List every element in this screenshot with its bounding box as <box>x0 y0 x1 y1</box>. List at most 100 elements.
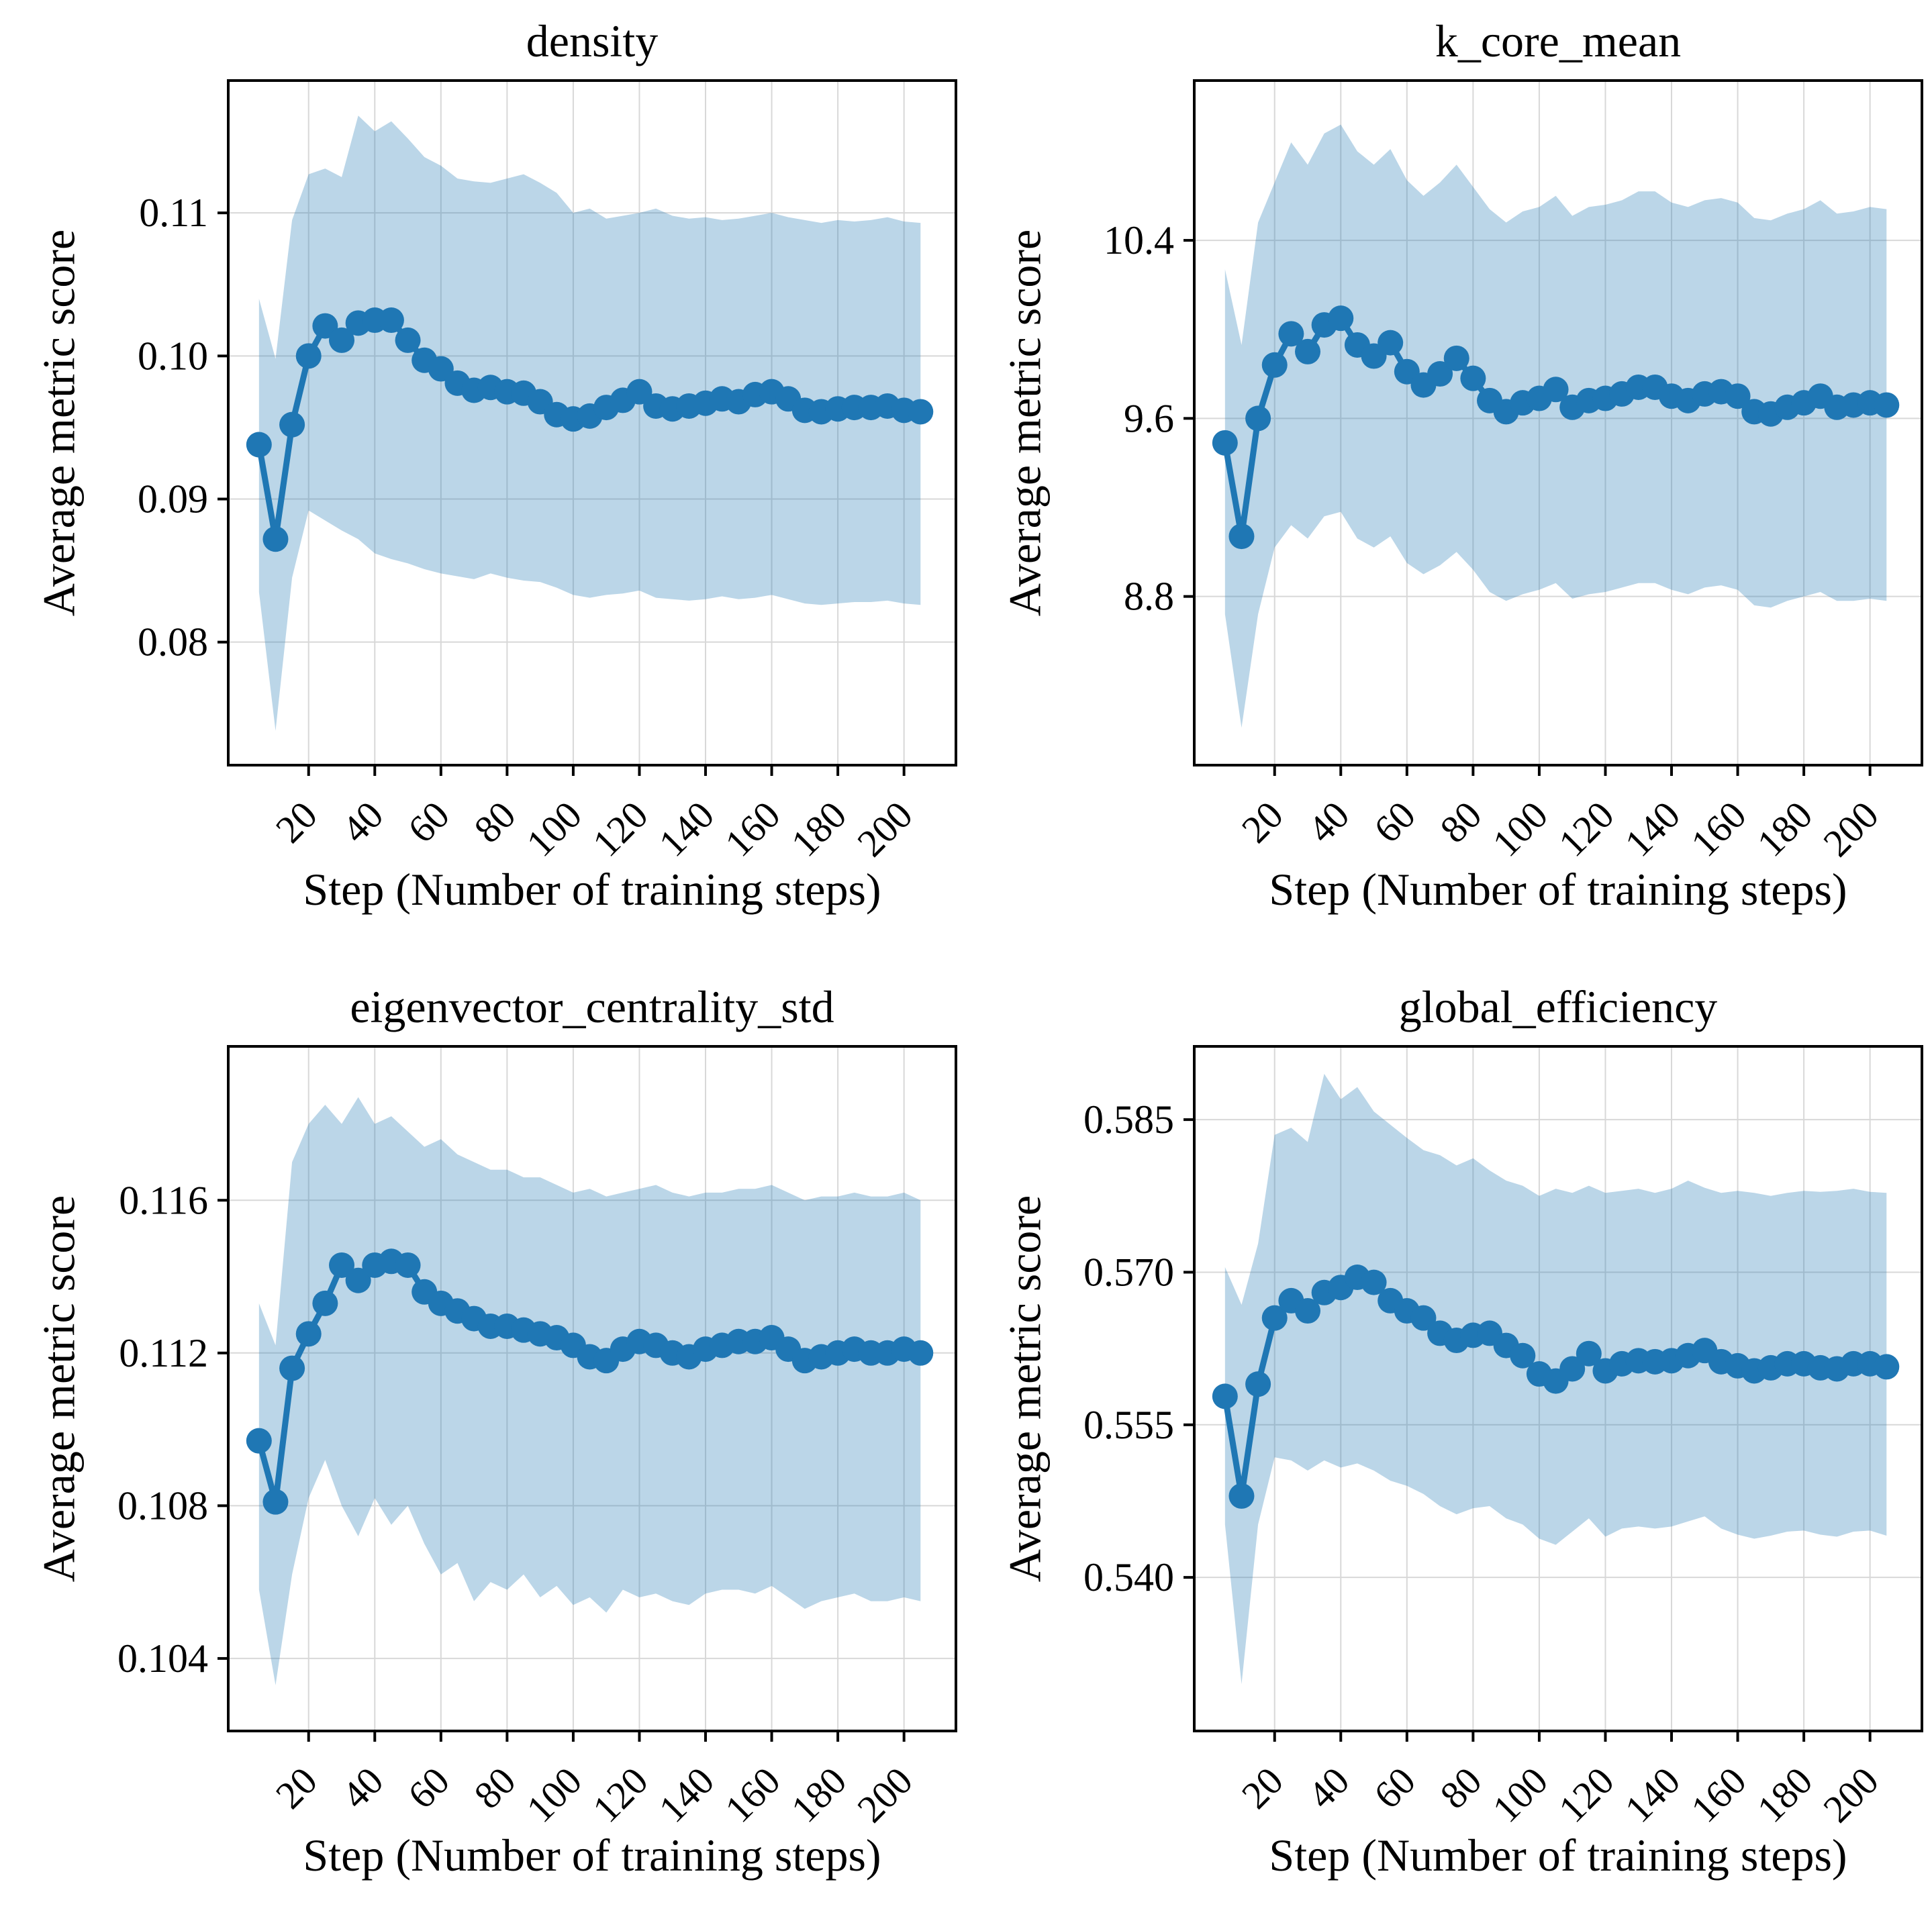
data-point <box>1510 1342 1536 1369</box>
data-point <box>378 307 404 334</box>
x-axis-label: Step (Number of training steps) <box>303 864 881 915</box>
data-point <box>1427 361 1453 387</box>
axes-spine <box>227 1045 957 1732</box>
data-point <box>395 1252 421 1278</box>
x-tick-label: 40 <box>333 1759 391 1817</box>
axes-spine <box>1193 79 1923 766</box>
x-tick-label: 180 <box>783 1759 855 1830</box>
data-point <box>262 1489 289 1515</box>
x-tick-label: 40 <box>1299 793 1357 851</box>
data-point <box>1410 1305 1437 1331</box>
y-axis-label: Average metric score <box>33 1195 85 1583</box>
data-point <box>1443 345 1469 371</box>
x-tick-label: 180 <box>1749 1759 1821 1830</box>
y-tick-label: 0.108 <box>117 1483 208 1528</box>
x-tick-label: 100 <box>1484 793 1556 864</box>
chart-panel-k-core-mean: 20 40 60 80 100 120 140 160 180 200 8.8 9.6 10.4 k_c… <box>966 0 1932 966</box>
data-point <box>1212 1383 1238 1409</box>
data-point <box>1874 1354 1900 1380</box>
y-tick-label: 8.8 <box>1124 575 1174 619</box>
x-tick-label: 20 <box>267 793 326 851</box>
data-point <box>1874 392 1900 418</box>
data-point <box>1725 383 1751 409</box>
data-point <box>1361 1269 1387 1295</box>
x-tick-label: 120 <box>1550 793 1622 864</box>
data-point <box>626 379 653 405</box>
x-tick-label: 200 <box>1815 1759 1886 1830</box>
data-point <box>1228 524 1255 550</box>
data-point <box>428 356 454 382</box>
x-tick-label: 80 <box>466 793 524 851</box>
data-point <box>395 327 421 353</box>
data-point <box>1245 405 1271 432</box>
x-tick-label: 40 <box>1299 1759 1357 1817</box>
data-point <box>279 1355 305 1381</box>
data-point <box>329 327 355 353</box>
x-tick-label: 20 <box>1233 1759 1292 1817</box>
x-tick-label: 160 <box>716 793 788 864</box>
data-point <box>246 432 272 458</box>
y-tick-label: 0.555 <box>1083 1403 1174 1447</box>
chart-title: k_core_mean <box>1435 15 1682 66</box>
data-point <box>279 411 305 438</box>
data-point <box>1278 321 1304 347</box>
y-tick-label: 0.10 <box>138 334 208 378</box>
data-point <box>312 1290 338 1316</box>
x-tick-label: 200 <box>1815 793 1886 864</box>
axes-spine <box>1193 1045 1923 1732</box>
data-point <box>908 1340 934 1366</box>
y-tick-label: 0.540 <box>1083 1555 1174 1599</box>
chart-panel-density: 20 40 60 80 100 120 140 160 180 200 0.08 0.09 0.10 0.… <box>0 0 966 966</box>
x-tick-label: 160 <box>1682 1759 1754 1830</box>
x-axis-label: Step (Number of training steps) <box>303 1830 881 1881</box>
data-point <box>1228 1483 1255 1509</box>
data-point <box>1378 330 1404 356</box>
chart-panel-eigenvector-centrality-std: 20 40 60 80 100 120 140 160 180 200 0.104 0.108 0.11… <box>0 966 966 1931</box>
y-tick-label: 0.11 <box>139 191 208 235</box>
uncertainty-band <box>258 1097 921 1685</box>
y-axis-label: Average metric score <box>33 229 85 617</box>
data-point <box>295 1321 322 1347</box>
chart-panel-global-efficiency: 20 40 60 80 100 120 140 160 180 200 0.540 0.555 0.57… <box>966 966 1932 1931</box>
x-tick-label: 160 <box>1682 793 1754 864</box>
data-point <box>1295 1298 1321 1324</box>
x-tick-label: 200 <box>849 1759 920 1830</box>
x-tick-label: 100 <box>1484 1759 1556 1830</box>
data-point <box>262 526 289 552</box>
x-tick-label: 120 <box>1550 1759 1622 1830</box>
chart-title: density <box>526 15 659 66</box>
y-tick-label: 0.585 <box>1083 1097 1174 1142</box>
x-tick-label: 160 <box>716 1759 788 1830</box>
chart-title: eigenvector_centrality_std <box>350 981 834 1032</box>
x-tick-label: 100 <box>518 793 590 864</box>
y-tick-label: 9.6 <box>1124 396 1174 440</box>
data-point <box>312 313 338 339</box>
axes-spine <box>227 79 957 766</box>
x-tick-label: 200 <box>849 793 920 864</box>
data-point <box>1543 377 1569 403</box>
data-point <box>1559 1356 1586 1382</box>
x-tick-label: 80 <box>466 1759 524 1817</box>
y-tick-label: 0.104 <box>117 1636 208 1681</box>
x-tick-label: 80 <box>1432 793 1490 851</box>
data-point <box>908 399 934 425</box>
x-tick-label: 180 <box>1749 793 1821 864</box>
x-axis-label: Step (Number of training steps) <box>1269 864 1847 915</box>
x-tick-label: 60 <box>399 1759 458 1817</box>
x-tick-label: 100 <box>518 1759 590 1830</box>
y-tick-label: 0.112 <box>119 1331 208 1375</box>
y-tick-label: 0.09 <box>138 477 208 522</box>
x-tick-label: 60 <box>1365 793 1424 851</box>
x-tick-label: 80 <box>1432 1759 1490 1817</box>
data-point <box>1212 430 1238 456</box>
chart-title: global_efficiency <box>1398 981 1718 1032</box>
x-tick-label: 180 <box>783 793 855 864</box>
x-tick-label: 120 <box>584 1759 656 1830</box>
data-point <box>329 1252 355 1278</box>
x-tick-label: 60 <box>1365 1759 1424 1817</box>
